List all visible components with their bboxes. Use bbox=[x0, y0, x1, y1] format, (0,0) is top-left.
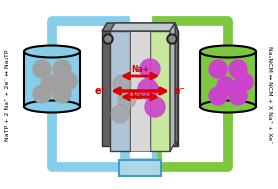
Circle shape bbox=[59, 72, 77, 90]
Polygon shape bbox=[102, 23, 178, 31]
Circle shape bbox=[209, 60, 227, 78]
Circle shape bbox=[217, 77, 235, 95]
FancyBboxPatch shape bbox=[150, 31, 170, 151]
FancyBboxPatch shape bbox=[110, 31, 130, 151]
Polygon shape bbox=[24, 51, 80, 106]
FancyBboxPatch shape bbox=[119, 160, 161, 176]
Circle shape bbox=[53, 60, 71, 78]
Polygon shape bbox=[170, 23, 175, 151]
Circle shape bbox=[167, 34, 177, 44]
Circle shape bbox=[209, 87, 227, 105]
Ellipse shape bbox=[200, 101, 256, 112]
Ellipse shape bbox=[24, 46, 80, 57]
Circle shape bbox=[33, 60, 51, 78]
Circle shape bbox=[235, 73, 253, 91]
Polygon shape bbox=[200, 51, 256, 106]
Circle shape bbox=[53, 85, 71, 103]
Circle shape bbox=[138, 79, 158, 99]
Circle shape bbox=[229, 87, 247, 105]
Text: e⁻: e⁻ bbox=[174, 86, 186, 96]
Ellipse shape bbox=[200, 46, 256, 57]
Text: NaTP + 2 Na⁺ + 2e⁻ ↔ Na₃TP: NaTP + 2 Na⁺ + 2e⁻ ↔ Na₃TP bbox=[6, 49, 11, 141]
Circle shape bbox=[113, 75, 131, 93]
Text: NaₓNCM ↔ NCM + X Na⁺ + Xe⁻: NaₓNCM ↔ NCM + X Na⁺ + Xe⁻ bbox=[267, 46, 272, 144]
FancyBboxPatch shape bbox=[102, 31, 178, 146]
Circle shape bbox=[111, 105, 129, 123]
Polygon shape bbox=[175, 23, 178, 146]
Ellipse shape bbox=[24, 101, 80, 112]
Circle shape bbox=[33, 85, 51, 103]
Circle shape bbox=[140, 59, 160, 79]
Polygon shape bbox=[110, 23, 175, 31]
FancyBboxPatch shape bbox=[130, 31, 150, 151]
Circle shape bbox=[169, 36, 175, 42]
Circle shape bbox=[41, 75, 59, 93]
Circle shape bbox=[105, 36, 111, 42]
Circle shape bbox=[229, 60, 247, 78]
Text: e⁻: e⁻ bbox=[94, 86, 106, 96]
Circle shape bbox=[118, 90, 136, 108]
Text: Na+: Na+ bbox=[131, 92, 149, 101]
Text: Na+: Na+ bbox=[131, 65, 149, 74]
Circle shape bbox=[103, 34, 113, 44]
Circle shape bbox=[145, 97, 165, 117]
